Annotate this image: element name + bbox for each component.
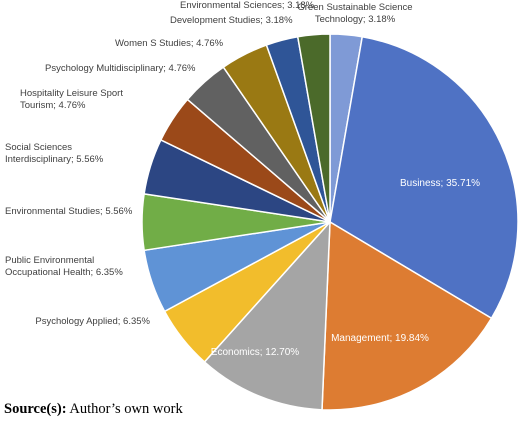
source-text: Author’s own work — [69, 401, 183, 417]
source-label: Source(s): — [4, 401, 67, 417]
data-label: Hospitality Leisure Sport Tourism; 4.76% — [20, 88, 123, 111]
data-label: Women S Studies; 4.76% — [115, 38, 224, 49]
pie-slice — [321, 220, 493, 411]
data-label: Environmental Studies; 5.56% — [5, 206, 133, 217]
data-label: Economics; 12.70% — [210, 347, 300, 358]
data-label: Social Sciences Interdisciplinary; 5.56% — [5, 142, 104, 165]
data-label: Public Environmental Occupational Health… — [5, 255, 123, 278]
data-label: Psychology Multidisciplinary; 4.76% — [45, 63, 196, 74]
data-label: Green Sustainable Science Technology; 3.… — [297, 2, 413, 25]
data-label: Management; 19.84% — [331, 333, 429, 344]
data-label: Environmental Sciences; 3.18% — [180, 0, 315, 11]
pie-slice — [296, 33, 331, 223]
source-note: Source(s): Author’s own work — [4, 401, 183, 418]
data-label: Psychology Applied; 6.35% — [35, 316, 150, 327]
data-label: Development Studies; 3.18% — [170, 15, 293, 26]
data-label: Business; 35.71% — [399, 178, 481, 189]
pie-slice — [329, 35, 519, 320]
pie-slice — [203, 219, 331, 411]
